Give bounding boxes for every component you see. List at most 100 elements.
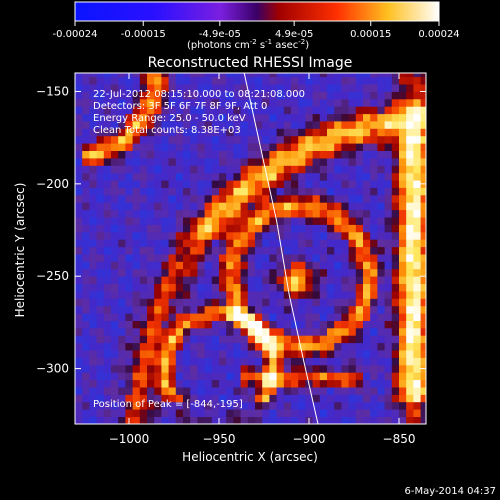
heatmap-cell — [255, 276, 263, 284]
heatmap-cell — [118, 350, 126, 358]
heatmap-cell — [391, 387, 400, 395]
heatmap-cell — [319, 91, 328, 100]
heatmap-cell — [96, 298, 105, 307]
heatmap-cell — [305, 313, 313, 321]
heatmap-cell — [175, 165, 184, 174]
heatmap-cell — [183, 276, 191, 284]
heatmap-cell — [226, 217, 234, 225]
heatmap-cell — [233, 202, 241, 211]
heatmap-cell — [125, 401, 133, 410]
heatmap-cell — [226, 209, 234, 218]
heatmap-cell — [139, 84, 148, 92]
heatmap-cell — [341, 416, 349, 424]
heatmap-cell — [125, 409, 133, 417]
heatmap-cell — [190, 180, 198, 188]
heatmap-cell — [312, 187, 321, 196]
heatmap-cell — [226, 327, 234, 336]
heatmap-cell — [291, 202, 299, 211]
heatmap-cell — [168, 335, 177, 344]
heatmap-cell — [334, 76, 342, 85]
heatmap-cell — [125, 372, 133, 381]
heatmap-cell — [269, 98, 277, 107]
heatmap-cell — [161, 165, 169, 174]
heatmap-cell — [226, 387, 234, 395]
heatmap-cell — [75, 239, 83, 248]
heatmap-cell — [103, 106, 112, 115]
heatmap-cell — [413, 76, 421, 85]
heatmap-cell — [111, 76, 119, 85]
heatmap-cell — [355, 254, 364, 262]
heatmap-cell — [377, 224, 385, 233]
heatmap-cell — [319, 135, 328, 144]
heatmap-cell — [298, 84, 306, 92]
heatmap-cell — [377, 409, 385, 417]
heatmap-cell — [312, 217, 321, 225]
heatmap-cell — [255, 106, 263, 115]
heatmap-cell — [298, 135, 306, 144]
heatmap-cell — [168, 217, 177, 225]
heatmap-cell — [276, 84, 285, 92]
heatmap-cell — [399, 261, 407, 270]
heatmap-cell — [139, 372, 148, 381]
heatmap-cell — [283, 231, 292, 240]
heatmap-cell — [406, 187, 414, 196]
heatmap-cell — [298, 113, 306, 122]
heatmap-cell — [334, 158, 342, 166]
heatmap-cell — [399, 165, 407, 174]
heatmap-cell — [175, 113, 184, 122]
heatmap-cell — [233, 283, 241, 292]
heatmap-cell — [82, 76, 90, 85]
heatmap-cell — [312, 246, 321, 255]
heatmap-cell — [391, 135, 400, 144]
heatmap-cell — [341, 320, 349, 329]
heatmap-cell — [341, 283, 349, 292]
heatmap-cell — [75, 84, 83, 92]
heatmap-cell — [276, 291, 285, 299]
heatmap-cell — [413, 98, 421, 107]
heatmap-cell — [334, 209, 342, 218]
heatmap-cell — [291, 379, 299, 388]
heatmap-cell — [111, 73, 119, 78]
heatmap-cell — [161, 239, 169, 248]
heatmap-cell — [283, 379, 292, 388]
heatmap-cell — [82, 335, 90, 344]
heatmap-cell — [255, 209, 263, 218]
heatmap-cell — [132, 342, 141, 351]
heatmap-cell — [406, 194, 414, 203]
heatmap-cell — [312, 409, 321, 417]
heatmap-cell — [204, 305, 213, 314]
heatmap-cell — [283, 298, 292, 307]
heatmap-cell — [420, 73, 426, 78]
heatmap-cell — [370, 121, 378, 129]
heatmap-cell — [341, 401, 349, 410]
heatmap-cell — [377, 335, 385, 344]
heatmap-cell — [355, 187, 364, 196]
heatmap-cell — [111, 91, 119, 100]
heatmap-cell — [139, 209, 148, 218]
heatmap-cell — [319, 202, 328, 211]
heatmap-cell — [298, 202, 306, 211]
heatmap-cell — [75, 158, 83, 166]
heatmap-cell — [377, 350, 385, 358]
heatmap-cell — [175, 305, 184, 314]
heatmap-cell — [262, 313, 270, 321]
heatmap-cell — [377, 364, 385, 373]
heatmap-cell — [399, 194, 407, 203]
heatmap-cell — [204, 342, 213, 351]
heatmap-cell — [363, 379, 371, 388]
heatmap-cell — [391, 84, 400, 92]
heatmap-cell — [233, 98, 241, 107]
heatmap-cell — [312, 128, 321, 137]
heatmap-cell — [269, 276, 277, 284]
heatmap-cell — [190, 342, 198, 351]
heatmap-cell — [312, 254, 321, 262]
heatmap-cell — [305, 283, 313, 292]
heatmap-cell — [132, 121, 141, 129]
heatmap-cell — [291, 357, 299, 366]
heatmap-cell — [82, 409, 90, 417]
heatmap-cell — [399, 291, 407, 299]
heatmap-cell — [255, 357, 263, 366]
heatmap-cell — [319, 106, 328, 115]
heatmap-cell — [190, 165, 198, 174]
heatmap-cell — [154, 387, 162, 395]
